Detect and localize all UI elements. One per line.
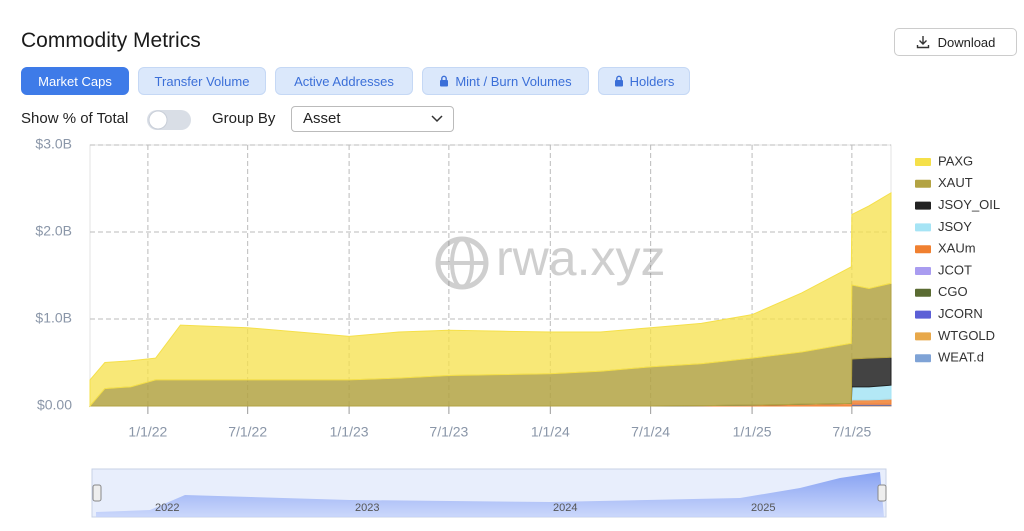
tab[interactable]: Holders <box>598 67 690 95</box>
navigator-label: 2023 <box>355 502 379 514</box>
lock-icon <box>440 75 449 87</box>
legend-swatch <box>915 223 931 232</box>
x-tick-label: 1/1/22 <box>128 424 167 440</box>
navigator-label: 2024 <box>553 502 577 514</box>
area <box>89 191 892 408</box>
legend-swatch <box>915 354 931 363</box>
navigator-label: 2025 <box>751 502 775 514</box>
group-label: Group By <box>212 110 276 127</box>
y-tick-label: $1.0B <box>35 310 72 326</box>
y-tick-label: $3.0B <box>35 136 72 152</box>
tab-label: Transfer Volume <box>154 73 250 89</box>
download-button[interactable]: Download <box>894 28 1017 56</box>
page-title: Commodity Metrics <box>21 29 201 52</box>
tab[interactable]: Mint / Burn Volumes <box>422 67 589 95</box>
x-tick-label: 1/1/25 <box>733 424 772 440</box>
tab-label: Market Caps <box>38 73 112 89</box>
lock-icon <box>614 75 623 87</box>
legend-label: PAXG <box>938 153 973 168</box>
x-tick-label: 7/1/24 <box>631 424 670 440</box>
tab-label: Holders <box>629 73 675 89</box>
y-tick-label: $0.00 <box>37 397 72 413</box>
watermark: rwa.xyz <box>435 230 665 290</box>
legend-swatch <box>915 245 931 254</box>
navigator: 2022 2023 2024 2025 <box>91 468 887 518</box>
tab-label: Active Addresses <box>294 73 394 89</box>
group-select[interactable]: Asset <box>291 106 454 132</box>
navigator-label: 2022 <box>155 502 179 514</box>
watermark-text: rwa.xyz <box>496 230 665 286</box>
legend-label: JCORN <box>938 306 983 321</box>
group-value: Asset <box>303 110 341 127</box>
x-tick-label: 7/1/23 <box>429 424 468 440</box>
x-tick-label: 7/1/22 <box>228 424 267 440</box>
legend-label: XAUm <box>938 241 976 256</box>
legend-label: WTGOLD <box>938 328 995 343</box>
legend-swatch <box>915 179 931 188</box>
download-label: Download <box>937 34 996 50</box>
legend-label: JSOY <box>938 219 972 234</box>
toggle[interactable] <box>146 108 192 132</box>
legend-swatch <box>915 267 931 275</box>
legend-label: JSOY_OIL <box>938 197 1000 212</box>
tab-label: Mint / Burn Volumes <box>455 73 572 89</box>
legend-swatch <box>915 310 931 319</box>
legend-label: JCOT <box>938 262 972 277</box>
tab[interactable]: Market Caps <box>21 67 129 95</box>
x-tick-label: 1/1/23 <box>330 424 369 440</box>
legend-swatch <box>915 158 931 166</box>
toggle-label: Show % of Total <box>21 110 129 127</box>
x-tick-label: 7/1/25 <box>832 424 871 440</box>
legend-swatch <box>915 332 931 341</box>
tab[interactable]: Active Addresses <box>275 67 413 95</box>
legend-label: XAUT <box>938 175 973 190</box>
legend-swatch <box>915 201 931 210</box>
y-tick-label: $2.0B <box>35 223 72 239</box>
legend-swatch <box>915 288 931 297</box>
download-icon <box>916 36 929 49</box>
legend-label: CGO <box>938 284 968 299</box>
tab[interactable]: Transfer Volume <box>138 67 266 95</box>
x-tick-label: 1/1/24 <box>531 424 570 440</box>
chevron <box>431 115 443 123</box>
legend-label: WEAT.d <box>938 350 984 365</box>
